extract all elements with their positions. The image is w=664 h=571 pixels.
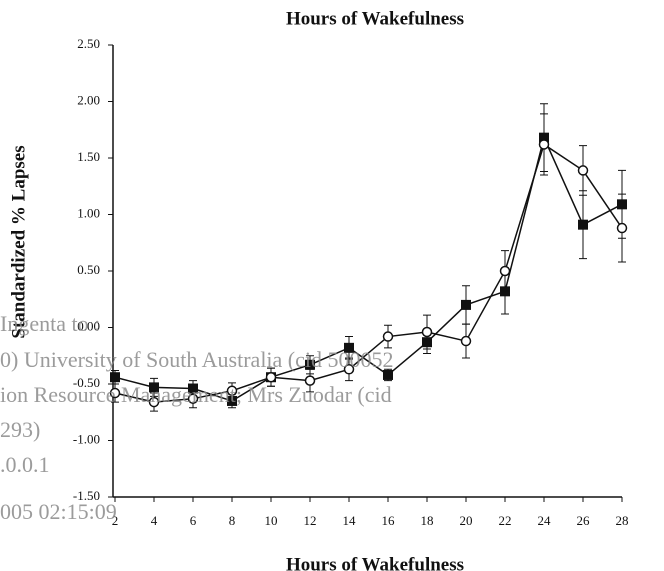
data-point xyxy=(343,364,355,375)
watermark-line: 293) xyxy=(0,417,40,442)
x-tick-label: 2 xyxy=(112,513,119,528)
data-point xyxy=(305,359,315,370)
watermark-line: ion Resource Management; Mrs Zuodar (cid xyxy=(0,382,392,407)
x-tick-label: 26 xyxy=(577,513,591,528)
data-point xyxy=(616,222,628,234)
data-point xyxy=(499,265,511,277)
data-point xyxy=(460,335,472,347)
x-axis-label: Hours of Wakefulness xyxy=(286,554,464,571)
x-tick-label: 16 xyxy=(382,513,396,528)
data-point xyxy=(577,165,589,176)
data-point xyxy=(226,385,238,397)
watermark-line: 0) University of South Australia (cid 50… xyxy=(0,347,394,372)
watermark-line: 005 02:15:09 xyxy=(0,499,117,524)
data-point xyxy=(578,219,588,230)
data-point xyxy=(421,326,433,338)
y-tick-label: -0.50 xyxy=(73,375,100,390)
x-tick-label: 28 xyxy=(616,513,629,528)
chart-title: Hours of Wakefulness xyxy=(286,8,464,29)
x-tick-label: 22 xyxy=(499,513,512,528)
series-line xyxy=(114,143,623,403)
y-tick-label: 2.50 xyxy=(77,36,100,51)
data-point xyxy=(461,299,471,310)
data-point xyxy=(227,395,237,406)
x-tick-label: 12 xyxy=(304,513,317,528)
y-tick-label: -1.00 xyxy=(73,431,100,446)
y-tick-label: 0.00 xyxy=(77,318,100,333)
x-tick-label: 18 xyxy=(421,513,434,528)
data-point xyxy=(382,331,394,342)
x-tick-label: 4 xyxy=(151,513,158,528)
x-tick-label: 24 xyxy=(538,513,552,528)
x-tick-label: 6 xyxy=(190,513,197,528)
watermark-line: Ingenta to : xyxy=(0,311,100,336)
y-axis-label: Standardized % Lapses xyxy=(8,145,29,338)
x-tick-label: 10 xyxy=(265,513,278,528)
y-tick-label: 2.00 xyxy=(77,92,100,107)
x-tick-label: 14 xyxy=(343,513,357,528)
data-point xyxy=(188,383,198,394)
watermark-line: .0.0.1 xyxy=(0,452,50,477)
data-point xyxy=(383,369,393,380)
data-point xyxy=(148,396,160,408)
data-point xyxy=(149,382,159,393)
data-point xyxy=(109,387,121,399)
data-point xyxy=(538,139,550,150)
data-point xyxy=(304,375,316,386)
y-tick-label: -1.50 xyxy=(73,488,100,503)
y-tick-label: 1.00 xyxy=(77,205,100,220)
x-tick-label: 20 xyxy=(460,513,473,528)
x-tick-label: 8 xyxy=(229,513,236,528)
data-point xyxy=(265,371,277,383)
data-point xyxy=(344,342,354,353)
data-point xyxy=(110,372,120,383)
data-point xyxy=(187,393,199,404)
y-tick-label: 0.50 xyxy=(77,262,100,277)
y-tick-label: 1.50 xyxy=(77,149,100,164)
